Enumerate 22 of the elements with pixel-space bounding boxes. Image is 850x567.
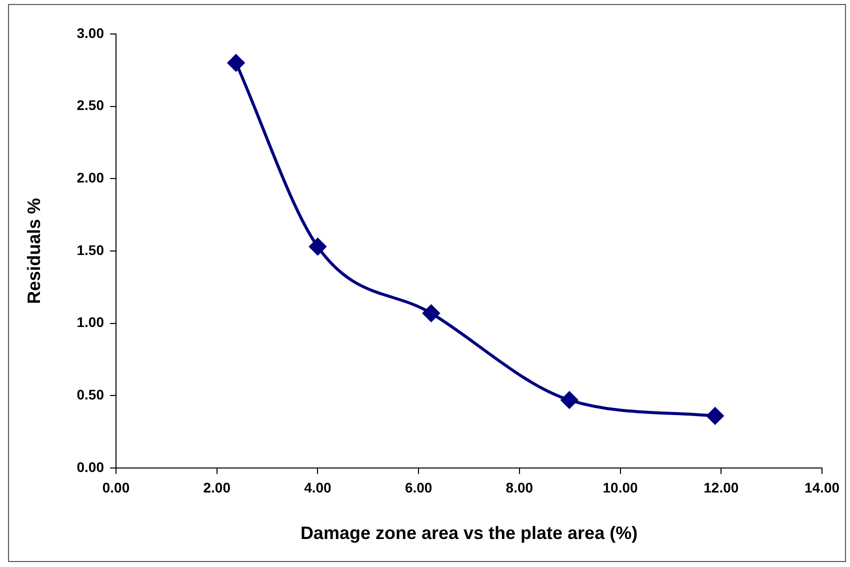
y-tick-label: 0.50 (76, 386, 104, 403)
x-tick-label: 8.00 (506, 479, 534, 496)
y-tick-label: 0.00 (76, 458, 104, 475)
y-axis-title: Residuals % (24, 198, 44, 304)
x-tick-label: 2.00 (203, 479, 231, 496)
y-tick-label: 1.00 (76, 314, 104, 330)
x-tick-label: 4.00 (304, 479, 332, 496)
x-tick-label: 12.00 (704, 479, 739, 496)
x-axis-title: Damage zone area vs the plate area (%) (300, 523, 638, 544)
point (560, 392, 578, 409)
y-tick-label: 1.50 (76, 242, 104, 258)
point (422, 304, 440, 322)
point (228, 54, 245, 72)
point (309, 238, 326, 256)
y-tick-label: 3.00 (76, 24, 104, 41)
x-tick-label: 14.00 (804, 479, 840, 496)
x-tick-label: 10.00 (602, 479, 638, 496)
y-tick-label: 2.50 (76, 97, 104, 114)
y-tick-label: 2.00 (76, 170, 104, 186)
x-tick-label: 6.00 (404, 479, 432, 496)
point (706, 407, 724, 424)
x-tick-label: 0.00 (102, 479, 130, 496)
